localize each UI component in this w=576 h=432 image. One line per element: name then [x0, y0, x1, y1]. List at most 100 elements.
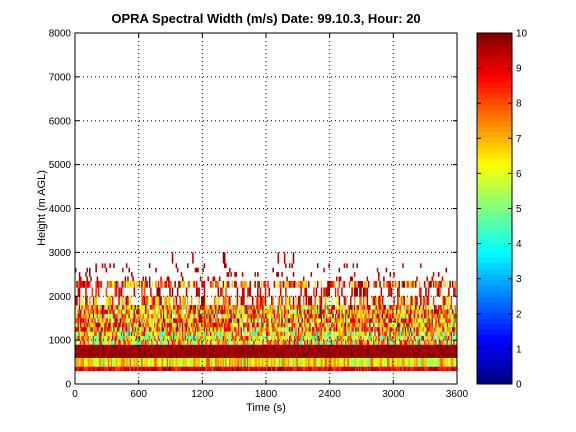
heatmap-cell [338, 357, 341, 367]
heatmap-cell [137, 340, 139, 345]
heatmap-cell [273, 331, 276, 336]
heatmap-cell [119, 366, 122, 372]
heatmap-cell [249, 357, 251, 367]
heatmap-cell [295, 322, 297, 328]
heatmap-cell [425, 305, 427, 310]
heatmap-cell [384, 305, 386, 310]
heatmap-cell [143, 348, 146, 354]
heatmap-cell [455, 322, 458, 328]
heatmap-cell [329, 280, 332, 288]
heatmap-cell [347, 305, 350, 310]
heatmap-cell [246, 335, 249, 341]
heatmap-cell [189, 344, 192, 350]
heatmap-cell [435, 322, 437, 328]
heatmap-cell [166, 353, 169, 358]
heatmap-cell [226, 348, 229, 354]
heatmap-cell [246, 296, 249, 306]
heatmap-cell [164, 348, 166, 354]
heatmap-cell [407, 309, 409, 315]
heatmap-cell [133, 335, 136, 341]
heatmap-cell [287, 353, 290, 358]
heatmap-cell [213, 331, 216, 336]
heatmap-cell [180, 348, 183, 354]
heatmap-cell [291, 357, 293, 367]
heatmap-cell [99, 353, 101, 358]
heatmap-cell [169, 296, 171, 306]
heatmap-cell [231, 344, 234, 350]
heatmap-cell [188, 318, 190, 323]
heatmap-cell [402, 280, 404, 288]
heatmap-cell [390, 344, 393, 350]
heatmap-cell [155, 366, 157, 372]
heatmap-cell [448, 348, 450, 354]
heatmap-cell [78, 305, 81, 310]
heatmap-cell [431, 309, 434, 315]
heatmap-cell [202, 296, 204, 306]
heatmap-cell [207, 309, 209, 315]
heatmap-cell [173, 340, 175, 345]
heatmap-cell [105, 353, 108, 358]
heatmap-cell [423, 353, 426, 358]
heatmap-cell [266, 353, 268, 358]
heatmap-cell [231, 366, 234, 372]
heatmap-cell [109, 305, 111, 310]
heatmap-cell [139, 280, 142, 288]
heatmap-cell [251, 335, 254, 341]
heatmap-cell [287, 305, 290, 310]
heatmap-cell [223, 353, 226, 358]
heatmap-cell [402, 318, 404, 323]
heatmap-cell [113, 335, 115, 341]
heatmap-cell [199, 344, 202, 350]
heatmap-cell [110, 357, 113, 367]
heatmap-cell [316, 348, 319, 354]
heatmap-cell [193, 344, 195, 350]
heatmap-cell [239, 357, 241, 367]
heatmap-cell [156, 335, 159, 341]
heatmap-cell [294, 305, 296, 310]
heatmap-cell [181, 326, 184, 332]
heatmap-cell [445, 353, 448, 358]
heatmap-cell [166, 340, 169, 345]
heatmap-cell [360, 366, 362, 372]
heatmap-cell [259, 305, 262, 310]
heatmap-cell [449, 318, 451, 323]
heatmap-cell [262, 348, 264, 354]
heatmap-cell [118, 335, 120, 341]
heatmap-cell [118, 344, 120, 350]
heatmap-cell [404, 344, 407, 350]
heatmap-cell [320, 280, 323, 288]
heatmap-cell [115, 331, 118, 336]
heatmap-cell [324, 309, 327, 315]
heatmap-cell [453, 366, 455, 372]
heatmap-cell [243, 335, 245, 341]
heatmap-cell [318, 296, 320, 306]
heatmap-cell [315, 353, 318, 358]
heatmap-cell [439, 287, 441, 297]
heatmap-cell [296, 335, 299, 341]
x-tick-label: 2400 [319, 389, 342, 400]
heatmap-cell [276, 322, 278, 328]
heatmap-cell [226, 313, 229, 319]
heatmap-cell [380, 366, 383, 372]
heatmap-cell [220, 340, 222, 345]
heatmap-cell [77, 344, 80, 350]
heatmap-cell [173, 309, 175, 315]
heatmap-cell [269, 340, 272, 345]
heatmap-cell [208, 318, 211, 323]
heatmap-cell [406, 331, 408, 336]
heatmap-cell [237, 322, 240, 328]
heatmap-cell [103, 309, 105, 315]
heatmap-cell [315, 335, 318, 341]
heatmap-cell [400, 348, 403, 354]
heatmap-cell [403, 335, 406, 341]
heatmap-cell [230, 366, 232, 372]
heatmap-cell [250, 305, 253, 310]
heatmap-cell [100, 326, 102, 332]
heatmap-cell [220, 344, 222, 350]
colorbar-swatch [477, 54, 512, 61]
heatmap-cell [209, 280, 212, 288]
heatmap-cell [325, 313, 328, 319]
heatmap-cell [348, 357, 351, 367]
heatmap-cell [217, 335, 220, 341]
heatmap-cell [183, 344, 185, 350]
